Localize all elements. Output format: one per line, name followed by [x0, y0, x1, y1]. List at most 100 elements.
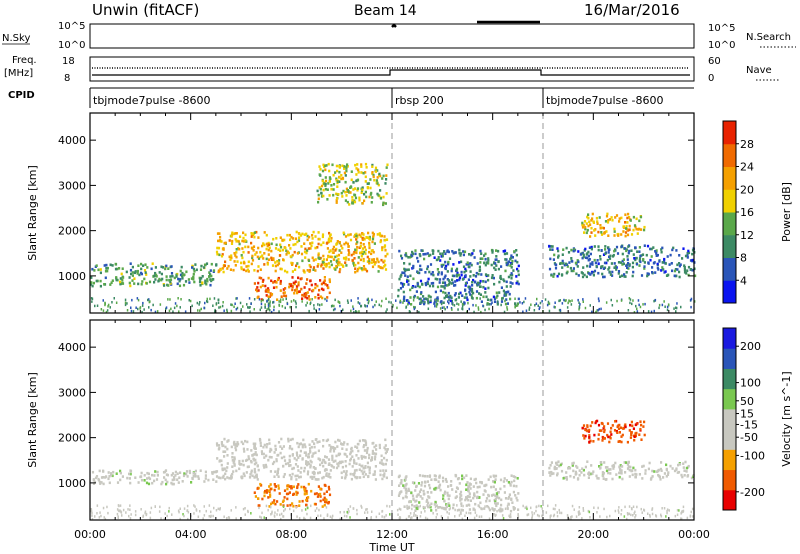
ground-scatter-cell	[522, 310, 524, 313]
range-cell	[656, 262, 659, 266]
range-cell	[361, 464, 364, 468]
range-cell	[184, 280, 188, 283]
range-cell	[350, 178, 353, 182]
range-cell	[582, 223, 585, 227]
range-cell	[173, 478, 176, 481]
range-cell	[515, 281, 518, 285]
range-cell	[375, 444, 378, 447]
range-cell	[290, 477, 293, 481]
range-cell	[448, 494, 451, 497]
x-tick-label: 20:00	[577, 528, 609, 541]
range-cell	[656, 266, 659, 270]
range-cell	[428, 295, 431, 298]
ground-scatter-cell	[579, 512, 581, 515]
range-cell	[459, 496, 462, 499]
range-cell	[365, 195, 368, 199]
colorbar-tick-label: -100	[740, 449, 765, 462]
range-cell	[143, 269, 147, 272]
range-cell	[495, 492, 498, 495]
ground-scatter-cell	[271, 510, 273, 514]
range-cell	[332, 460, 335, 463]
range-cell	[195, 268, 198, 272]
range-cell	[379, 189, 382, 192]
range-cell	[240, 267, 243, 271]
range-cell	[457, 273, 460, 277]
range-cell	[499, 478, 503, 482]
range-cell	[139, 475, 142, 479]
range-cell	[633, 438, 636, 442]
range-cell	[253, 269, 256, 272]
range-cell	[434, 486, 437, 490]
range-cell	[447, 497, 450, 501]
range-cell	[367, 465, 370, 469]
ground-scatter-cell	[480, 515, 483, 518]
range-cell	[495, 258, 498, 261]
range-cell	[442, 277, 445, 281]
range-cell	[495, 504, 498, 508]
ground-scatter-cell	[600, 307, 602, 311]
range-cell	[183, 472, 186, 475]
range-cell	[94, 476, 98, 480]
range-cell	[452, 503, 455, 507]
colorbar-label: Power [dB]	[780, 182, 793, 242]
ground-scatter-cell	[578, 506, 581, 509]
ground-scatter-cell	[436, 513, 438, 516]
range-cell	[350, 170, 353, 173]
ground-scatter-cell	[141, 304, 144, 307]
range-cell	[428, 486, 432, 490]
range-cell	[343, 165, 346, 168]
range-cell	[663, 257, 666, 261]
range-cell	[169, 275, 172, 278]
x-tick-label: 08:00	[275, 528, 307, 541]
colorbar-swatch	[723, 469, 736, 491]
ground-scatter-cell	[170, 307, 172, 311]
range-cell	[241, 459, 244, 463]
range-cell	[347, 253, 350, 257]
range-cell	[324, 168, 327, 172]
ground-scatter-cell	[634, 510, 636, 514]
ground-scatter-cell	[396, 508, 399, 512]
ground-scatter-cell	[177, 509, 180, 512]
ground-scatter-cell	[536, 513, 539, 517]
ground-scatter-cell	[504, 507, 507, 510]
range-cell	[311, 440, 314, 443]
range-cell	[643, 420, 646, 424]
range-cell	[591, 472, 594, 475]
range-cell	[557, 249, 560, 253]
range-cell	[263, 231, 266, 234]
range-cell	[373, 452, 376, 455]
colorbar-swatch	[723, 429, 736, 450]
range-cell	[510, 262, 514, 266]
range-cell	[548, 245, 551, 248]
range-cell	[99, 482, 102, 485]
range-cell	[460, 273, 463, 277]
range-cell	[270, 502, 273, 506]
range-cell	[350, 253, 353, 257]
range-cell	[90, 283, 93, 286]
range-cell	[328, 180, 331, 183]
x-tick-label: 16:00	[477, 528, 509, 541]
range-cell	[551, 248, 554, 251]
freq-tick-bottom: 8	[64, 73, 70, 84]
range-cell	[465, 504, 468, 507]
ground-scatter-cell	[213, 506, 215, 510]
range-cell	[291, 502, 294, 505]
range-cell	[473, 494, 476, 498]
range-cell	[357, 261, 360, 265]
range-cell	[317, 200, 320, 204]
range-cell	[581, 256, 584, 260]
colorbar-tick-label: -200	[740, 486, 765, 499]
range-cell	[611, 424, 614, 427]
range-cell	[404, 478, 407, 481]
range-cell	[317, 293, 320, 297]
range-cell	[261, 452, 264, 456]
range-cell	[433, 487, 436, 491]
range-cell	[594, 234, 597, 237]
range-cell	[407, 268, 410, 271]
range-cell	[289, 445, 292, 448]
range-cell	[370, 252, 373, 256]
range-cell	[303, 233, 306, 236]
range-cell	[360, 267, 363, 270]
ground-scatter-cell	[666, 511, 668, 515]
ground-scatter-cell	[488, 507, 490, 510]
